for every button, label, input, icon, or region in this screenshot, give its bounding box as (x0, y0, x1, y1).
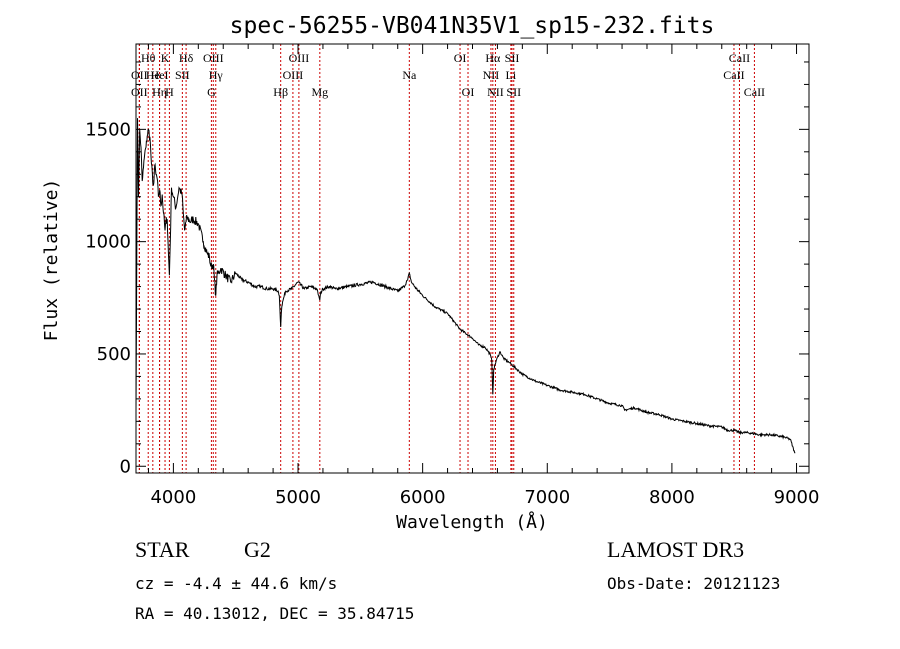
line-marker-label: Hδ (179, 51, 194, 65)
line-marker-label: K (161, 51, 170, 65)
line-marker-label: Hη (152, 85, 167, 99)
line-marker-label: OIII (283, 68, 304, 82)
line-marker-label: HeI (151, 68, 169, 82)
line-marker-label: OIII (289, 51, 310, 65)
line-marker-label: SII (175, 68, 190, 82)
line-marker-label: NII (483, 68, 500, 82)
line-marker-label: OII (131, 85, 148, 99)
line-marker-label: OI (462, 85, 475, 99)
line-marker-label: CaII (744, 85, 765, 99)
line-marker-label: Li (506, 68, 517, 82)
y-tick-label: 1500 (85, 119, 131, 140)
line-marker-label: CaII (729, 51, 750, 65)
y-tick-label: 500 (97, 344, 131, 365)
y-axis-label: Flux (relative) (41, 179, 62, 342)
axis-tick-labels: 4000 5000 6000 7000 8000 9000 0 500 1000 1500 (85, 119, 819, 508)
y-tick-label: 1000 (85, 232, 131, 253)
line-marker-label: Na (402, 68, 417, 82)
line-marker-label: SII (505, 51, 520, 65)
line-marker-label: CaII (723, 68, 744, 82)
chart-title: spec-56255-VB041N35V1_sp15-232.fits (230, 13, 715, 39)
line-marker-label: OII (131, 68, 148, 82)
line-marker-label: Hβ (273, 85, 288, 99)
spectrum-line (135, 118, 796, 454)
object-class: STAR (135, 537, 190, 562)
line-marker-label: Hα (485, 51, 501, 65)
object-subclass: G2 (244, 537, 271, 562)
line-marker-label: SII (506, 85, 521, 99)
coordinates: RA = 40.13012, DEC = 35.84715 (135, 604, 415, 623)
line-marker-label: He (146, 68, 160, 82)
axis-ticks (136, 44, 809, 473)
line-marker-label: OIII (203, 51, 224, 65)
x-tick-label: 9000 (774, 487, 820, 508)
x-tick-label: 7000 (524, 487, 570, 508)
y-tick-label: 0 (120, 456, 131, 477)
line-marker-label: Mg (311, 85, 328, 99)
line-marker-label: NII (487, 85, 504, 99)
observation-date: Obs-Date: 20121123 (607, 574, 781, 593)
x-tick-label: 6000 (400, 487, 446, 508)
x-tick-label: 5000 (275, 487, 321, 508)
x-tick-label: 4000 (150, 487, 196, 508)
x-tick-label: 8000 (649, 487, 695, 508)
survey-name: LAMOST DR3 (607, 537, 745, 562)
line-marker-label: H (165, 85, 174, 99)
line-marker-label: Hθ (141, 51, 156, 65)
line-marker-label: OI (454, 51, 467, 65)
line-marker-label: G (207, 85, 216, 99)
line-markers (138, 44, 755, 473)
redshift-cz: cz = -4.4 ± 44.6 km/s (135, 574, 338, 593)
x-axis-label: Wavelength (Å) (396, 511, 548, 533)
plot-frame (135, 43, 810, 474)
line-marker-label: Hγ (209, 68, 224, 82)
